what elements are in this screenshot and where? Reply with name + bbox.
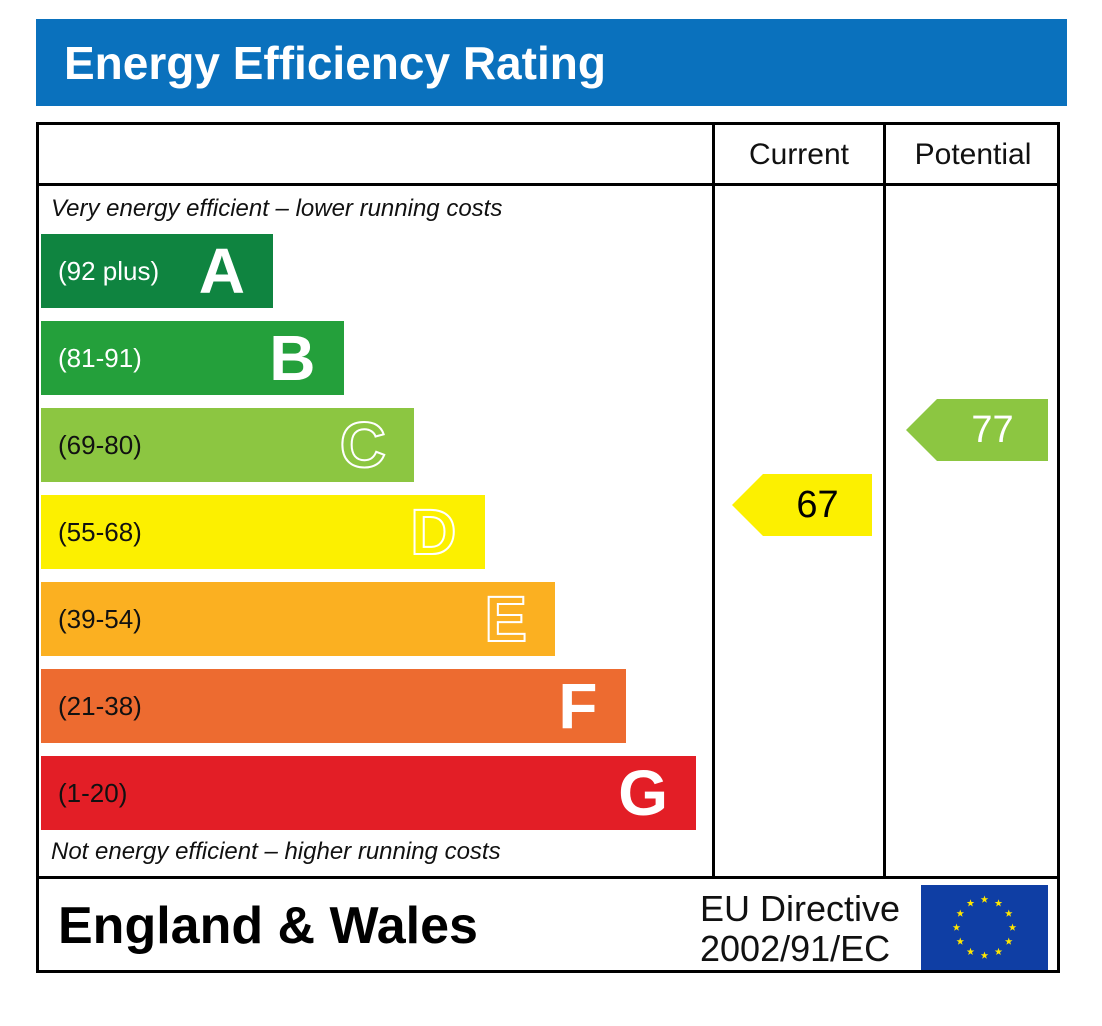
band-g-letter: G: [618, 757, 668, 829]
current-rating-arrow: 67: [732, 474, 872, 536]
band-d: (55-68) D: [41, 495, 485, 569]
rating-frame: [36, 122, 1060, 973]
column-header-potential: Potential: [914, 138, 1032, 171]
column-header-current: Current: [748, 138, 850, 171]
eu-star-icon: [980, 951, 989, 959]
band-f-range: (21-38): [58, 691, 142, 721]
directive-line-2: 2002/91/EC: [700, 928, 891, 969]
directive-line-1: EU Directive: [700, 888, 901, 929]
band-g: (1-20) G: [41, 756, 696, 830]
band-e: (39-54) E: [41, 582, 555, 656]
eu-star-icon: [966, 947, 975, 955]
band-e-range: (39-54): [58, 604, 142, 634]
band-d-letter: D: [409, 495, 457, 569]
band-e-letter: E: [483, 582, 528, 656]
eu-star-icon: [956, 937, 965, 945]
band-c-range: (69-80): [58, 430, 142, 460]
region-label: England & Wales: [58, 897, 478, 955]
band-d-range: (55-68): [58, 517, 142, 547]
eu-star-icon: [952, 923, 961, 931]
band-a-letter: A: [198, 235, 245, 307]
title-banner: Energy Efficiency Rating: [36, 19, 1067, 106]
band-a: (92 plus) A: [41, 234, 273, 308]
divider-header: [36, 183, 1060, 186]
eu-star-icon: [1004, 937, 1013, 945]
note-very-efficient: Very energy efficient – lower running co…: [51, 195, 503, 222]
divider-footer: [36, 876, 1060, 879]
band-b-range: (81-91): [58, 343, 142, 373]
band-a-range: (92 plus): [58, 256, 160, 286]
eu-flag-icon: [921, 885, 1048, 970]
eu-star-icon: [994, 899, 1003, 907]
eu-star-icon: [1004, 909, 1013, 917]
band-c-letter: C: [339, 408, 387, 482]
divider-potential: [883, 122, 886, 879]
eu-star-icon: [966, 899, 975, 907]
band-c: (69-80) C: [41, 408, 414, 482]
potential-rating-arrow: 77: [906, 399, 1048, 461]
eu-star-icon: [1008, 923, 1017, 931]
band-b: (81-91) B: [41, 321, 344, 395]
band-f-letter: F: [558, 670, 598, 742]
band-f: (21-38) F: [41, 669, 626, 743]
eu-star-icon: [980, 895, 989, 903]
eu-star-icon: [994, 947, 1003, 955]
current-rating-value: 67: [796, 484, 839, 526]
chart-title: Energy Efficiency Rating: [64, 37, 606, 89]
potential-rating-value: 77: [971, 409, 1014, 451]
divider-current: [712, 122, 715, 879]
band-b-letter: B: [269, 322, 316, 394]
eu-star-icon: [956, 909, 965, 917]
band-g-range: (1-20): [58, 778, 128, 808]
note-not-efficient: Not energy efficient – higher running co…: [51, 838, 501, 865]
eu-flag-stars: [952, 895, 1017, 959]
